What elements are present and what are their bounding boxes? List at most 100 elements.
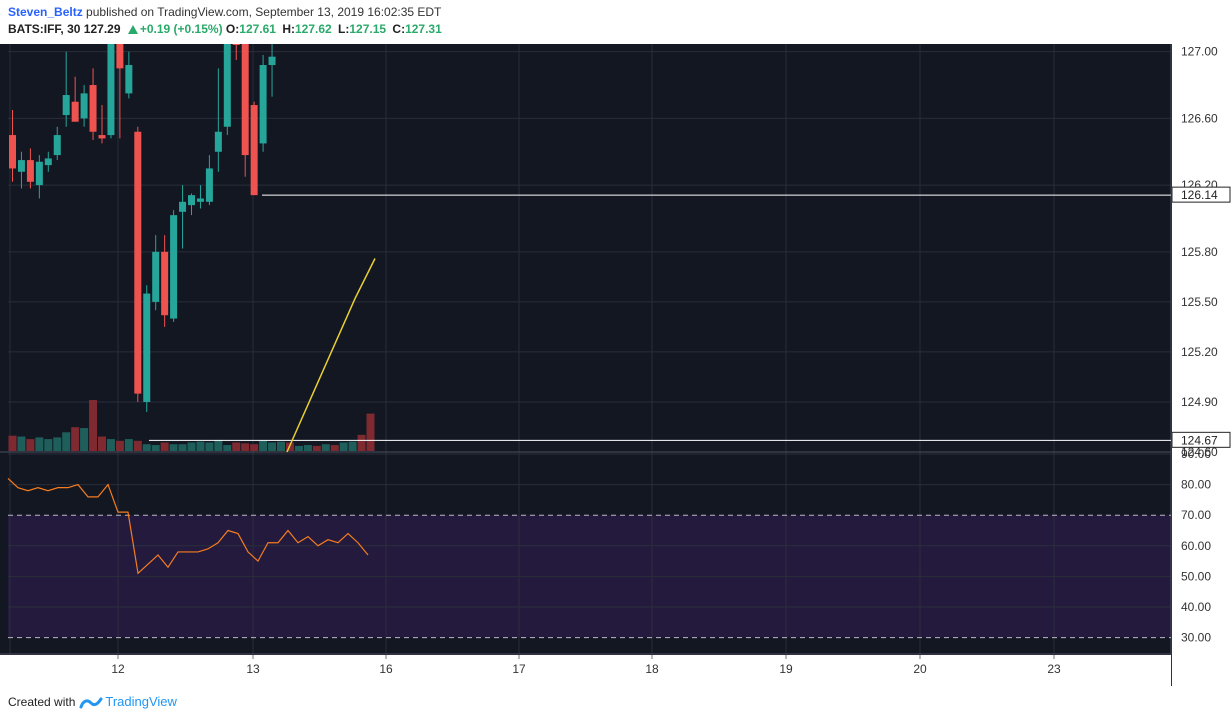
candle[interactable] <box>223 44 231 136</box>
candle[interactable] <box>214 68 222 172</box>
volume-bar <box>312 445 321 451</box>
price-axis-background <box>1172 44 1232 686</box>
candle-body <box>232 44 240 46</box>
rsi-tick-label: 50.00 <box>1181 569 1211 583</box>
time-tick-label: 23 <box>1047 662 1061 676</box>
time-tick-label: 20 <box>913 662 927 676</box>
candle[interactable] <box>71 76 79 122</box>
candle[interactable] <box>89 68 97 141</box>
candle-body <box>116 44 124 69</box>
volume-bar <box>348 441 357 451</box>
price-chart[interactable]: 126.60 125.80 125.50 125.20 124.90 127.00 126.… <box>0 44 1232 686</box>
price-level-tag <box>1171 431 1231 448</box>
candle-body <box>196 198 204 202</box>
volume-bar <box>303 445 312 451</box>
candle[interactable] <box>80 85 88 127</box>
rsi-tick-label: 60.00 <box>1181 539 1211 553</box>
price-tick-label: 124.60 <box>1181 445 1218 459</box>
candle-body <box>53 135 61 156</box>
price-tick-label: 126.60 <box>1181 111 1218 125</box>
rsi-tick-label: 40.00 <box>1181 600 1211 614</box>
symbol-info: BATS:IFF, 30 127.29 +0.19 (+0.15%) O:127… <box>8 22 445 36</box>
created-with-text: Created with <box>8 694 76 709</box>
time-tick-label: 13 <box>246 662 260 676</box>
candle[interactable] <box>9 110 16 182</box>
symbol-name[interactable]: BATS:IFF, 30 <box>8 22 81 36</box>
candle[interactable] <box>44 151 52 172</box>
price-tick-label: 127.00 <box>1181 45 1218 59</box>
volume-bar <box>268 442 277 451</box>
candle-body <box>205 168 213 202</box>
chart-header: Steven_Beltz published on TradingView.co… <box>0 0 1232 44</box>
candle[interactable] <box>134 126 142 402</box>
candle[interactable] <box>250 101 258 196</box>
candle-body <box>250 105 258 196</box>
price-tick-label: 124.90 <box>1181 395 1218 409</box>
candle[interactable] <box>205 155 213 206</box>
rsi-axis[interactable]: 90.00 80.00 70.00 60.00 50.00 40.00 30.00 <box>1181 447 1211 645</box>
candle[interactable] <box>152 235 160 311</box>
tradingview-brand[interactable]: TradingView <box>105 694 177 709</box>
volume-bar <box>115 440 124 451</box>
axis-corner <box>1172 654 1232 686</box>
time-tick-label: 17 <box>512 662 526 676</box>
up-arrow-icon <box>127 25 138 34</box>
candle[interactable] <box>116 44 124 139</box>
author-link[interactable]: Steven_Beltz <box>8 5 83 19</box>
rsi-line <box>7 478 369 575</box>
volume-bar <box>160 442 169 451</box>
candle[interactable] <box>179 185 187 249</box>
volume-bar <box>80 428 89 451</box>
trendline[interactable] <box>286 258 376 453</box>
volume-bar <box>62 432 71 451</box>
low-value: 127.15 <box>349 22 387 36</box>
time-axis[interactable]: 12 13 16 17 18 19 20 23 <box>0 655 1171 686</box>
price-axis[interactable]: 126.60 125.80 125.50 125.20 124.90 127.00 126.… <box>1171 44 1232 686</box>
candle[interactable] <box>161 235 169 327</box>
rsi-tick-label: 80.00 <box>1181 478 1211 492</box>
candle-body <box>125 65 133 94</box>
grid <box>0 44 1172 686</box>
volume-bar <box>142 444 151 451</box>
rsi-tick-label: 30.00 <box>1181 631 1211 645</box>
volume-bar <box>214 439 223 451</box>
candle[interactable] <box>268 44 276 97</box>
volume-bar <box>366 413 375 451</box>
candle-body <box>188 195 195 206</box>
candle[interactable] <box>241 44 249 177</box>
volume-bar <box>339 442 348 451</box>
candle[interactable] <box>98 105 106 144</box>
candle[interactable] <box>259 55 267 152</box>
volume-bar <box>35 437 44 451</box>
tradingview-logo-icon <box>79 697 103 708</box>
candle[interactable] <box>188 193 195 216</box>
price-change: +0.19 (+0.15%) <box>139 22 223 36</box>
candle[interactable] <box>35 155 43 199</box>
volume-bar <box>232 442 241 451</box>
candle[interactable] <box>125 51 133 99</box>
candle[interactable] <box>232 44 240 61</box>
volume-bar <box>44 439 53 451</box>
candle-body <box>80 93 88 119</box>
volume-bar <box>8 435 17 451</box>
candle-body <box>89 85 97 132</box>
published-text: published on TradingView.com, September … <box>86 5 442 19</box>
volume-bar <box>187 442 196 451</box>
volume-bar <box>205 442 214 451</box>
volume-bar <box>178 444 187 451</box>
candle-body <box>223 44 231 127</box>
candle[interactable] <box>62 51 70 127</box>
candle[interactable] <box>53 126 61 161</box>
yellow-trendline[interactable] <box>286 258 376 453</box>
candle-body <box>71 101 79 122</box>
candle[interactable] <box>26 148 34 189</box>
candle[interactable] <box>17 151 25 189</box>
volume-bar <box>89 400 98 451</box>
candles[interactable] <box>9 44 374 412</box>
candle[interactable] <box>107 44 115 139</box>
candle[interactable] <box>170 210 178 322</box>
candle-body <box>170 215 178 319</box>
candle[interactable] <box>143 285 151 412</box>
price-level-label: 124.67 <box>1181 433 1218 447</box>
candle[interactable] <box>196 185 204 209</box>
